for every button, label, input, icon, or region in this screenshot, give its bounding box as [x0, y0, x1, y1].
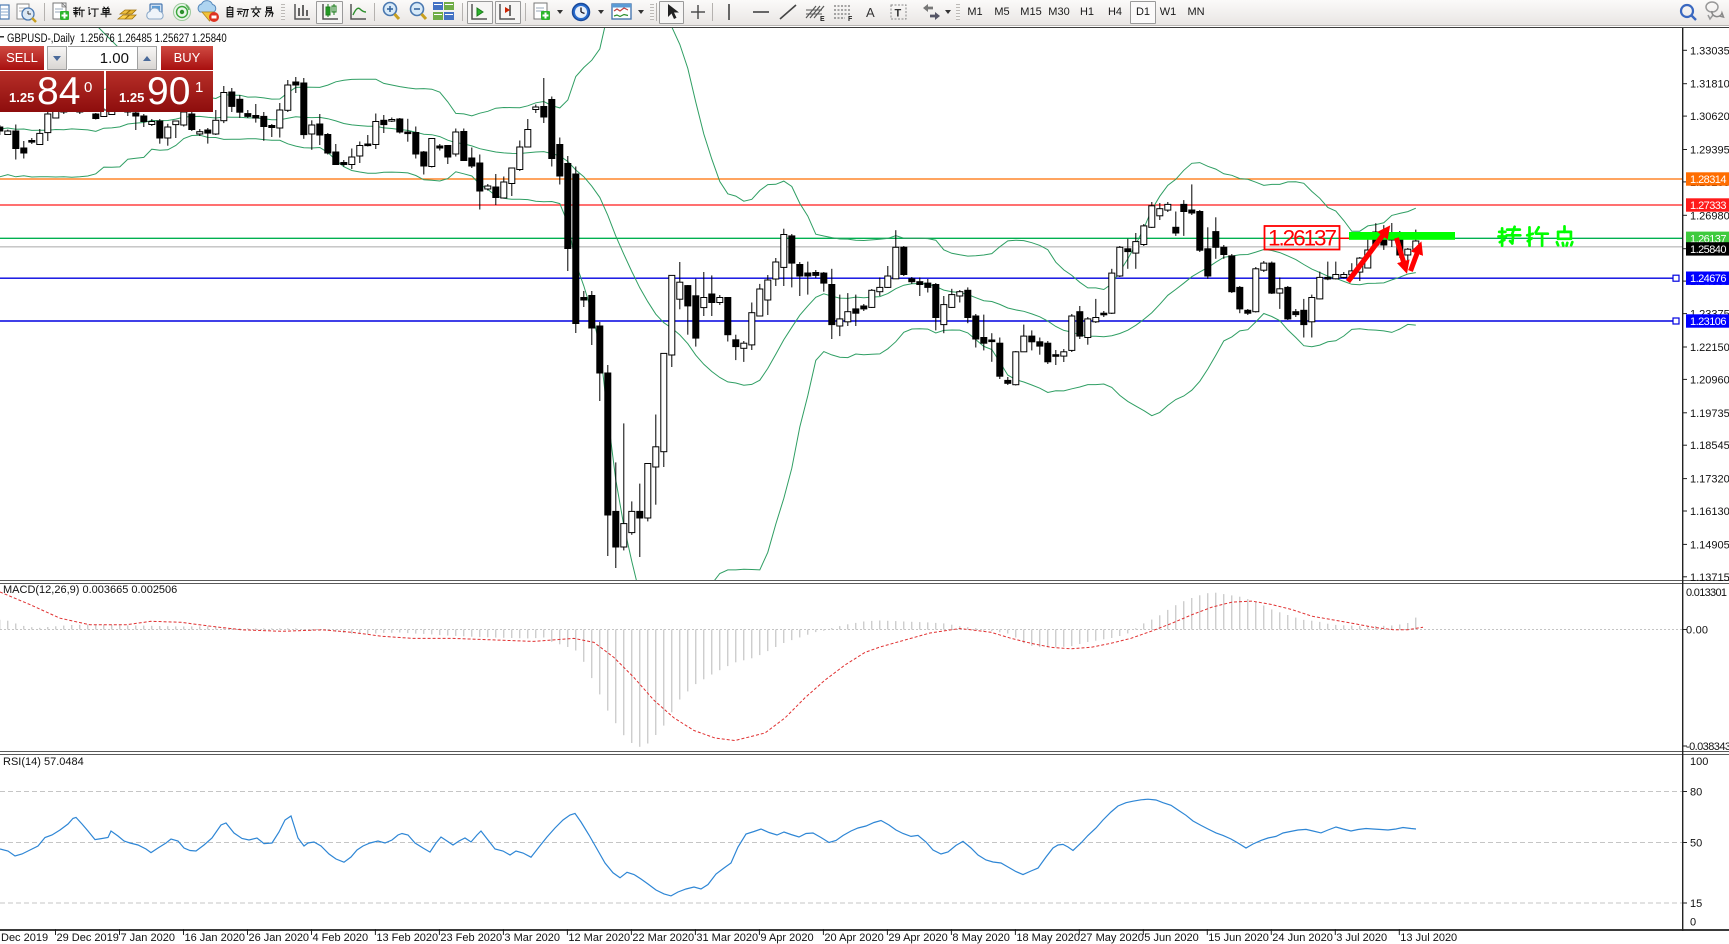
svg-text:1.16130: 1.16130: [1690, 506, 1729, 518]
svg-text:12 Mar 2020: 12 Mar 2020: [568, 932, 630, 944]
svg-text:E: E: [820, 16, 825, 23]
svg-text:23 Feb 2020: 23 Feb 2020: [440, 932, 502, 944]
svg-text:1.31810: 1.31810: [1690, 79, 1729, 91]
svg-text:24 Jun 2020: 24 Jun 2020: [1272, 932, 1333, 944]
svg-text:1.27333: 1.27333: [1690, 200, 1727, 212]
svg-text:F: F: [848, 16, 853, 23]
svg-text:0.013301: 0.013301: [1686, 587, 1727, 599]
svg-text:16 Jan 2020: 16 Jan 2020: [185, 932, 246, 944]
svg-text:1.18545: 1.18545: [1690, 440, 1729, 452]
svg-text:18 May 2020: 18 May 2020: [1016, 932, 1080, 944]
svg-text:1.14905: 1.14905: [1690, 539, 1729, 551]
svg-text:MACD(12,26,9) 0.003665 0.00250: MACD(12,26,9) 0.003665 0.002506: [3, 584, 177, 596]
svg-text:9 Apr 2020: 9 Apr 2020: [760, 932, 813, 944]
svg-text:1.33035: 1.33035: [1690, 45, 1729, 57]
svg-text:20 Apr 2020: 20 Apr 2020: [824, 932, 883, 944]
svg-text:1.20960: 1.20960: [1690, 374, 1729, 386]
svg-text:80: 80: [1690, 787, 1702, 799]
svg-text:7 Jan 2020: 7 Jan 2020: [121, 932, 175, 944]
svg-text:1.26980: 1.26980: [1690, 210, 1729, 222]
svg-text:8 May 2020: 8 May 2020: [952, 932, 1009, 944]
svg-text:Dec 2019: Dec 2019: [1, 932, 48, 944]
svg-text:26 Jan 2020: 26 Jan 2020: [249, 932, 310, 944]
svg-text:1.29395: 1.29395: [1690, 145, 1729, 157]
svg-text:1.23106: 1.23106: [1690, 316, 1727, 328]
svg-text:3 Jul 2020: 3 Jul 2020: [1336, 932, 1387, 944]
svg-text:1.24676: 1.24676: [1690, 273, 1727, 285]
svg-text:0: 0: [1690, 917, 1696, 929]
svg-text:50: 50: [1690, 838, 1702, 850]
svg-text:22 Mar 2020: 22 Mar 2020: [632, 932, 694, 944]
svg-text:29 Dec 2019: 29 Dec 2019: [57, 932, 119, 944]
svg-text:0.00: 0.00: [1686, 625, 1708, 637]
svg-text:1.17320: 1.17320: [1690, 474, 1729, 486]
svg-text:1.13715: 1.13715: [1690, 572, 1729, 584]
svg-text:5 Jun 2020: 5 Jun 2020: [1144, 932, 1198, 944]
svg-text:13 Feb 2020: 13 Feb 2020: [376, 932, 438, 944]
svg-text:3 Mar 2020: 3 Mar 2020: [504, 932, 560, 944]
svg-text:1.30620: 1.30620: [1690, 111, 1729, 123]
svg-text:27 May 2020: 27 May 2020: [1080, 932, 1144, 944]
svg-text:-0.038343: -0.038343: [1686, 741, 1729, 753]
svg-text:4 Feb 2020: 4 Feb 2020: [313, 932, 369, 944]
svg-text:A: A: [866, 5, 875, 20]
svg-text:15 Jun 2020: 15 Jun 2020: [1208, 932, 1269, 944]
svg-text:15: 15: [1690, 898, 1702, 910]
svg-text:13 Jul 2020: 13 Jul 2020: [1400, 932, 1457, 944]
svg-text:100: 100: [1690, 756, 1708, 768]
svg-text:1.19735: 1.19735: [1690, 408, 1729, 420]
svg-text:1.25840: 1.25840: [1690, 244, 1727, 256]
svg-text:1.26137: 1.26137: [1268, 225, 1337, 250]
svg-text:T: T: [895, 8, 902, 20]
svg-text:31 Mar 2020: 31 Mar 2020: [696, 932, 758, 944]
svg-text:RSI(14) 57.0484: RSI(14) 57.0484: [3, 756, 84, 768]
svg-text:1.28314: 1.28314: [1690, 174, 1727, 186]
svg-text:29 Apr 2020: 29 Apr 2020: [888, 932, 947, 944]
svg-text:1.22150: 1.22150: [1690, 342, 1729, 354]
